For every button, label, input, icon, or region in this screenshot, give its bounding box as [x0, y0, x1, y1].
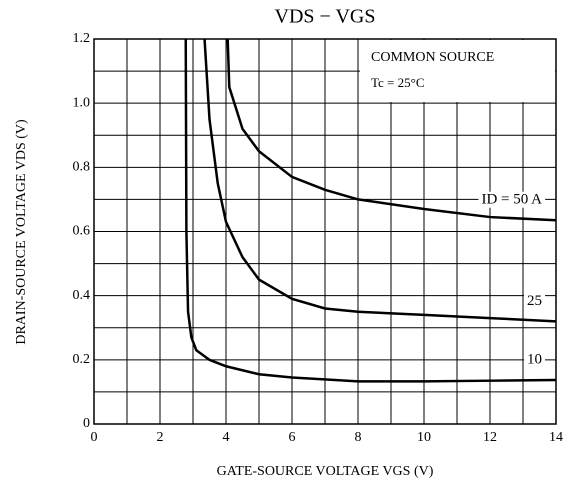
- line: [184, 39, 556, 383]
- chart-title: VDS − VGS: [275, 6, 376, 28]
- x-tick-label: 0: [91, 430, 98, 445]
- series-label-bg: [524, 351, 545, 368]
- series-label: ID = 50 A: [481, 192, 542, 208]
- annotation: COMMON SOURCE: [371, 50, 494, 65]
- line: [203, 39, 556, 323]
- series-label: 25: [527, 293, 542, 309]
- y-tick-label: 0.6: [73, 224, 91, 239]
- x-tick-label: 6: [289, 430, 296, 445]
- x-tick-label: 14: [549, 430, 563, 445]
- y-tick-label: 0.8: [73, 160, 91, 175]
- x-tick-label: 10: [417, 430, 431, 445]
- annotation-box: [360, 40, 555, 102]
- y-tick-label: 1.0: [73, 95, 91, 110]
- x-tick-label: 12: [483, 430, 497, 445]
- series-label: 10: [527, 351, 542, 367]
- y-tick-label: 0: [83, 416, 90, 431]
- plot-frame: [93, 38, 557, 425]
- line: [226, 39, 556, 222]
- x-tick-label: 2: [157, 430, 164, 445]
- y-tick-label: 0.4: [73, 288, 91, 303]
- annotation: Tc = 25°C: [371, 75, 425, 90]
- x-tick-label: 8: [355, 430, 362, 445]
- series-label-bg: [478, 191, 546, 208]
- y-tick-label: 1.2: [73, 31, 91, 46]
- x-tick-label: 4: [223, 430, 230, 445]
- y-axis-label: DRAIN-SOURCE VOLTAGE VDS (V): [14, 119, 29, 345]
- y-tick-label: 0.2: [73, 352, 91, 367]
- x-axis-label: GATE-SOURCE VOLTAGE VGS (V): [217, 464, 434, 479]
- series-label-bg: [524, 292, 545, 309]
